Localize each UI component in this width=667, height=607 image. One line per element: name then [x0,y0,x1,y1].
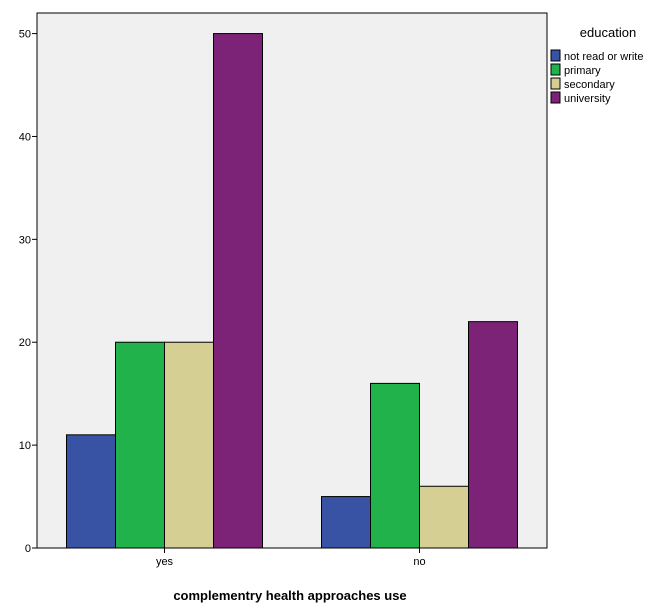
legend-label: primary [564,65,601,77]
y-tick-label: 0 [25,543,31,555]
bar-university-no [468,321,518,549]
bar-secondary-yes [164,341,214,549]
y-axis: 0 10 20 30 40 50 [19,29,37,555]
legend-label: not read or write [564,51,643,63]
legend-swatch [550,49,561,62]
legend-swatch [550,77,561,90]
legend-label: secondary [564,79,615,91]
bar-secondary-no [419,485,469,549]
x-tick-label: yes [156,556,174,568]
y-tick-label: 40 [19,131,31,143]
x-tick-label: no [413,556,425,568]
legend-label: university [564,93,611,105]
legend: education not read or write primary second… [550,25,643,105]
x-axis-title: complementry health approaches use [173,588,406,603]
bar-not-read-or-write-no [321,496,371,549]
legend-title: education [580,25,636,40]
x-axis: yes no [156,548,426,568]
bar-university-yes [213,33,263,549]
y-tick-label: 20 [19,337,31,349]
legend-swatch [550,63,561,76]
y-tick-label: 10 [19,440,31,452]
bar-not-read-or-write-yes [66,434,116,549]
bars-layer [66,33,518,549]
bar-primary-yes [115,341,165,549]
bar-primary-no [370,382,420,549]
legend-swatch [550,91,561,104]
y-tick-label: 30 [19,234,31,246]
y-tick-label: 50 [19,29,31,41]
